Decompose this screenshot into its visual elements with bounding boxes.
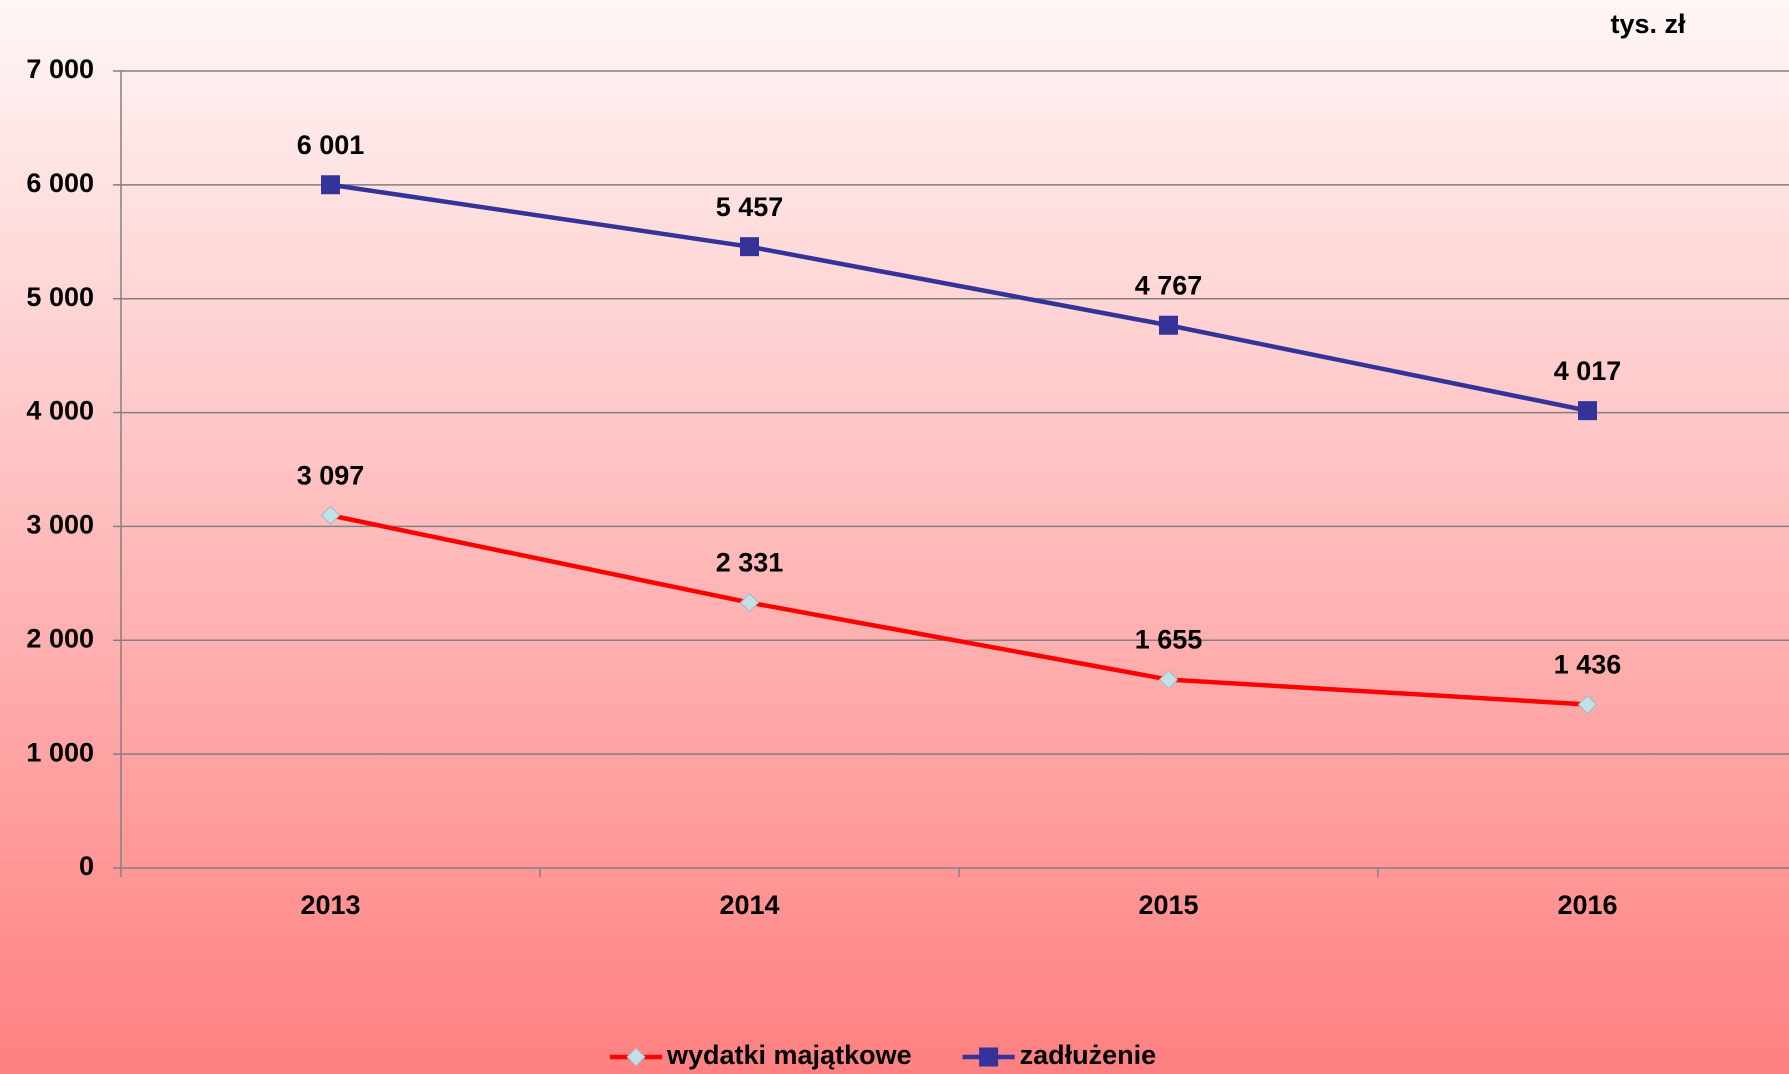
y-tick-label: 4 000	[26, 396, 94, 426]
x-tick-label: 2015	[1138, 890, 1198, 920]
data-point	[1158, 669, 1179, 690]
y-tick-label: 0	[79, 851, 94, 881]
legend-label: wydatki majątkowe	[666, 1040, 912, 1070]
data-point	[1578, 401, 1597, 421]
unit-label: tys. zł	[1610, 9, 1686, 39]
x-tick-label: 2014	[719, 890, 779, 920]
data-label: 3 097	[297, 461, 365, 491]
y-tick-label: 5 000	[26, 282, 94, 312]
y-tick-label: 3 000	[26, 510, 94, 540]
y-tick-label: 7 000	[26, 54, 94, 84]
data-point	[321, 175, 340, 195]
series-line	[330, 182, 1588, 413]
y-tick-label: 6 000	[26, 168, 94, 198]
data-point	[1577, 694, 1598, 715]
data-label: 4 767	[1135, 270, 1203, 300]
legend-marker	[626, 1047, 646, 1067]
data-point	[1159, 315, 1178, 335]
y-tick-label: 1 000	[26, 737, 94, 767]
data-label: 4 017	[1554, 356, 1622, 386]
data-label: 1 655	[1135, 625, 1203, 655]
x-tick-label: 2016	[1557, 890, 1617, 920]
data-point	[320, 505, 341, 526]
x-tick-label: 2013	[300, 890, 360, 920]
legend-marker	[979, 1047, 999, 1067]
data-point	[740, 237, 759, 257]
data-label: 2 331	[716, 548, 784, 578]
series-line	[330, 513, 1588, 707]
data-label: 1 436	[1554, 650, 1622, 680]
y-tick-label: 2 000	[26, 623, 94, 653]
data-label: 6 001	[297, 130, 365, 160]
data-point	[739, 592, 760, 613]
data-label: 5 457	[716, 192, 784, 222]
legend-label: zadłużenie	[1020, 1040, 1157, 1070]
